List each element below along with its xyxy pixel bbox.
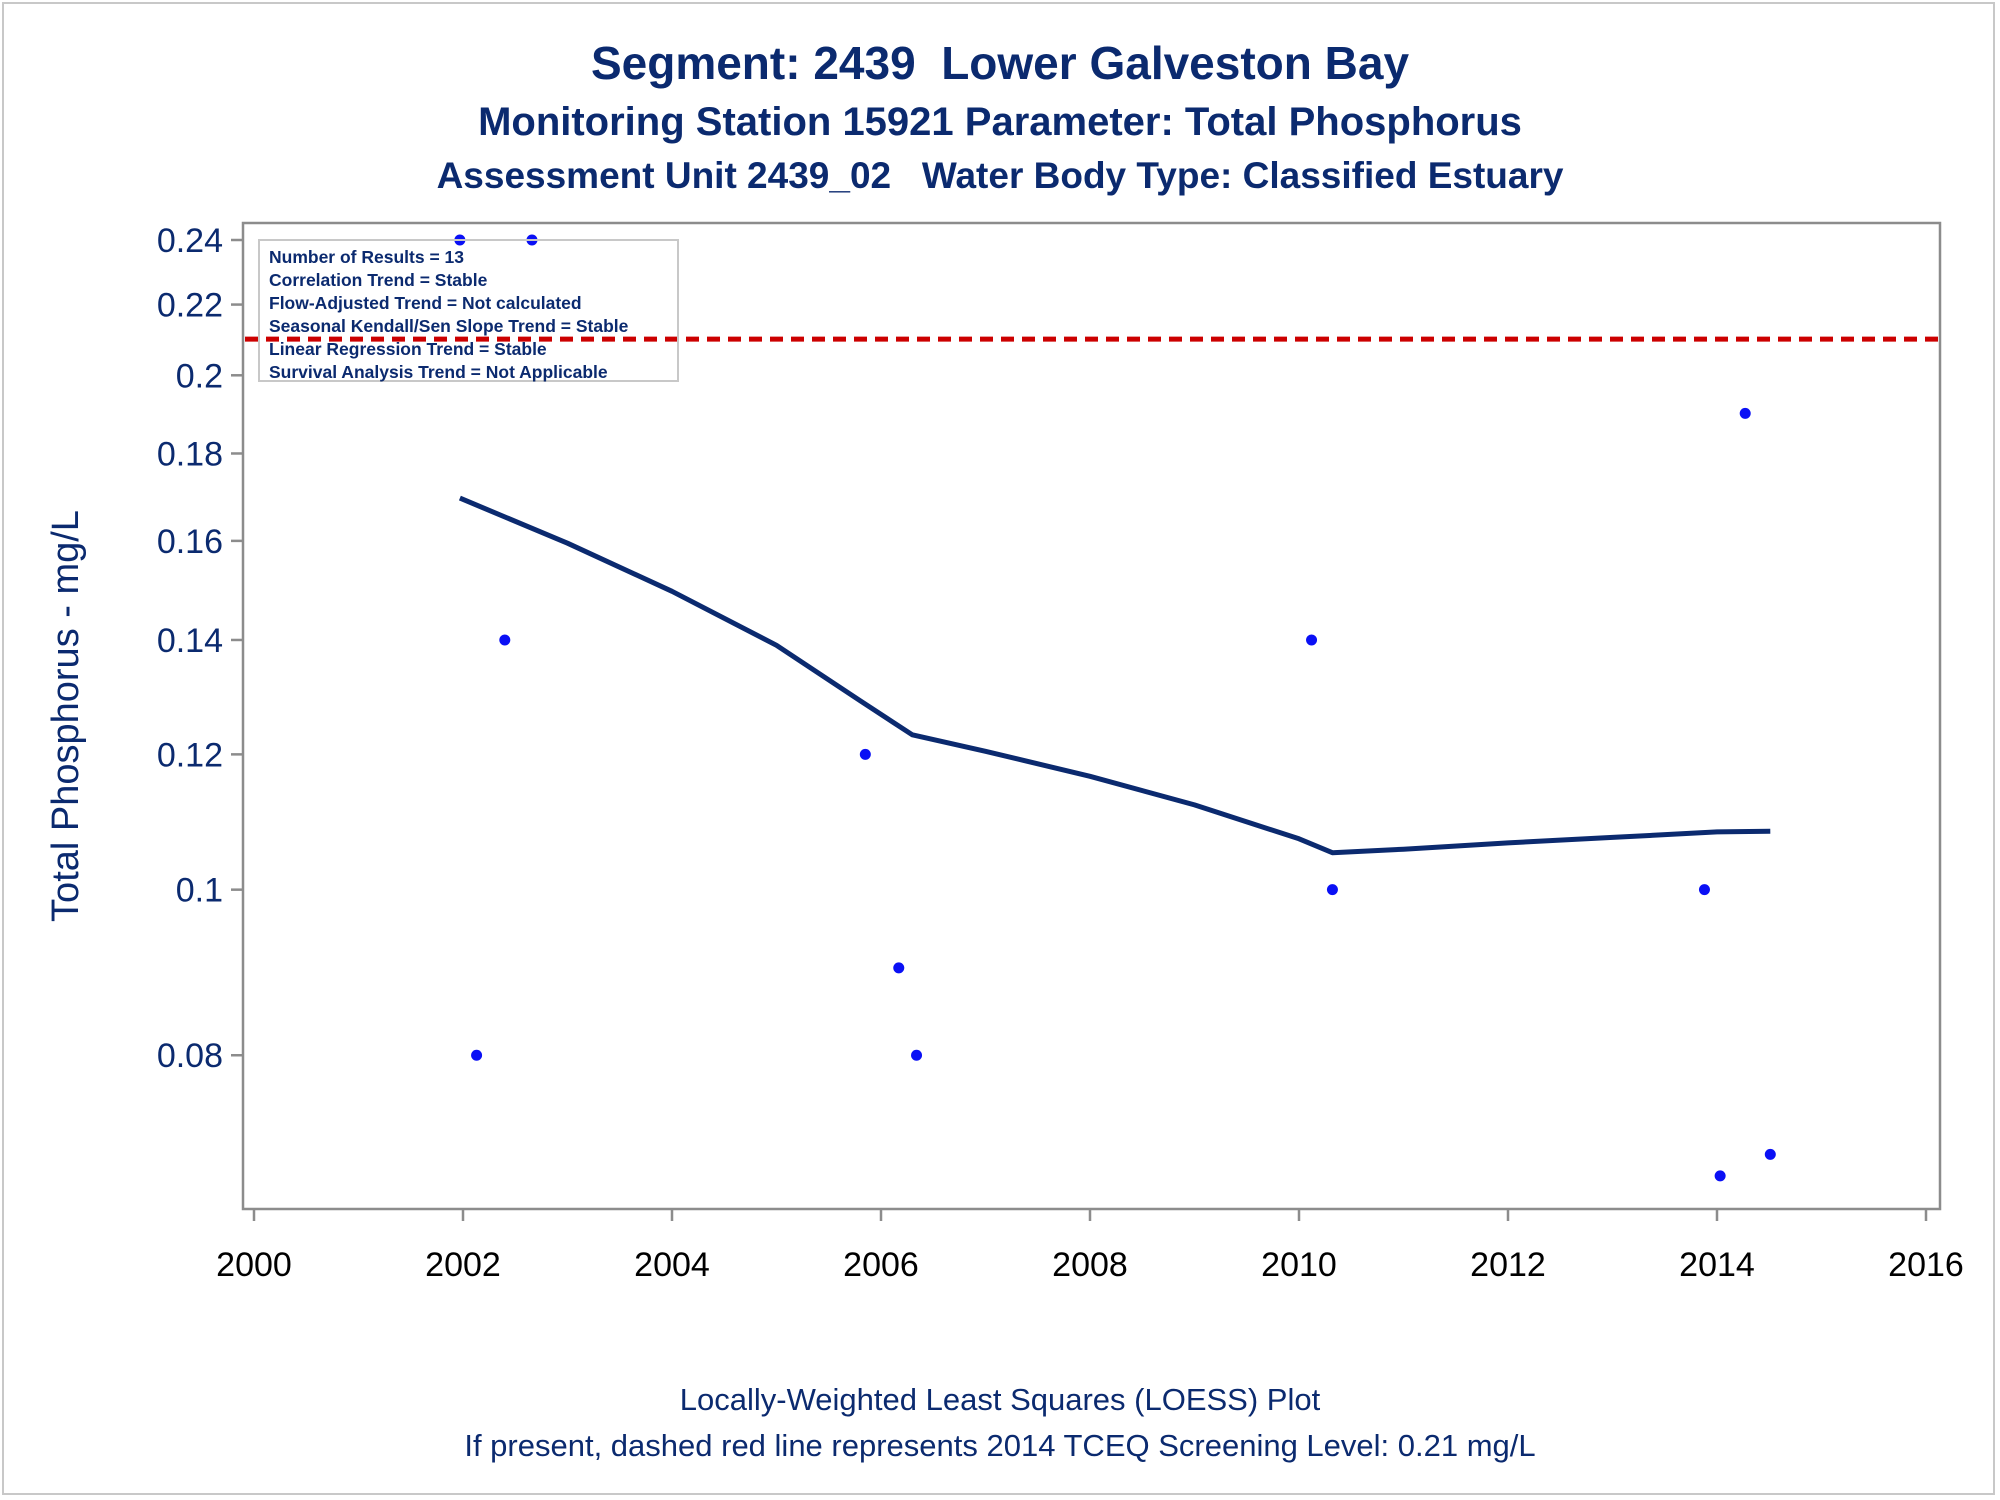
data-point: [1698, 884, 1710, 896]
data-point: [1326, 884, 1338, 896]
y-tick-label: 0.18: [157, 435, 223, 473]
points-layer: [454, 234, 1776, 1182]
x-tick-label: 2014: [1679, 1246, 1755, 1284]
y-tick-label: 0.12: [157, 736, 223, 774]
data-point: [911, 1049, 923, 1061]
footnote-loess: Locally-Weighted Least Squares (LOESS) P…: [679, 1382, 1321, 1417]
y-tick-label: 0.1: [176, 872, 223, 910]
loess-layer: [458, 495, 1771, 856]
data-point: [471, 1049, 483, 1061]
x-tick-label: 2004: [634, 1246, 710, 1284]
stat-linear-regression-trend: Linear Regression Trend = Stable: [269, 339, 547, 359]
data-point: [1764, 1148, 1776, 1160]
data-point: [499, 634, 511, 646]
loess-curve: [458, 495, 1771, 856]
x-tick-label: 2000: [216, 1246, 292, 1284]
y-tick-label: 0.22: [157, 287, 223, 325]
y-axis-label: Total Phosphorus - mg/L: [45, 510, 87, 922]
chart-subtitle-assessment-unit: Assessment Unit 2439_02 Water Body Type:…: [436, 155, 1564, 196]
x-tick-label: 2002: [425, 1246, 501, 1284]
x-tick-label: 2008: [1052, 1246, 1128, 1284]
stats-box: Number of Results = 13 Correlation Trend…: [258, 239, 679, 382]
y-axis: 0.24 0.22 0.2 0.18 0.16 0.14 0.12 0.1 0.08: [157, 222, 243, 1075]
data-point: [1714, 1170, 1726, 1182]
footnote-screening-level: If present, dashed red line represents 2…: [464, 1428, 1536, 1463]
stat-survival-analysis-trend: Survival Analysis Trend = Not Applicable: [269, 362, 608, 382]
stat-seasonal-kendall-trend: Seasonal Kendall/Sen Slope Trend = Stabl…: [269, 316, 629, 336]
data-point: [1306, 634, 1318, 646]
y-tick-label: 0.14: [157, 622, 223, 660]
chart-title: Segment: 2439 Lower Galveston Bay: [590, 37, 1410, 89]
x-tick-label: 2016: [1888, 1246, 1964, 1284]
plot-area: [241, 221, 1942, 1211]
chart-subtitle-station: Monitoring Station 15921 Parameter: Tota…: [478, 100, 1522, 144]
stat-flow-adjusted-trend: Flow-Adjusted Trend = Not calculated: [269, 293, 582, 313]
plot-frame: [241, 221, 1942, 1211]
y-tick-label: 0.08: [157, 1037, 223, 1075]
data-point: [1739, 407, 1751, 419]
x-tick-label: 2012: [1470, 1246, 1546, 1284]
y-tick-label: 0.2: [176, 357, 223, 395]
x-tick-label: 2010: [1261, 1246, 1337, 1284]
data-point: [893, 962, 905, 974]
x-tick-label: 2006: [843, 1246, 919, 1284]
y-tick-label: 0.16: [157, 523, 223, 561]
x-axis: 2000 2002 2004 2006 2008 2010 2012 2014 2016: [216, 1209, 1964, 1284]
y-tick-label: 0.24: [157, 222, 223, 260]
stat-correlation-trend: Correlation Trend = Stable: [269, 270, 488, 290]
data-point: [859, 748, 871, 760]
stat-number-of-results: Number of Results = 13: [269, 247, 464, 267]
